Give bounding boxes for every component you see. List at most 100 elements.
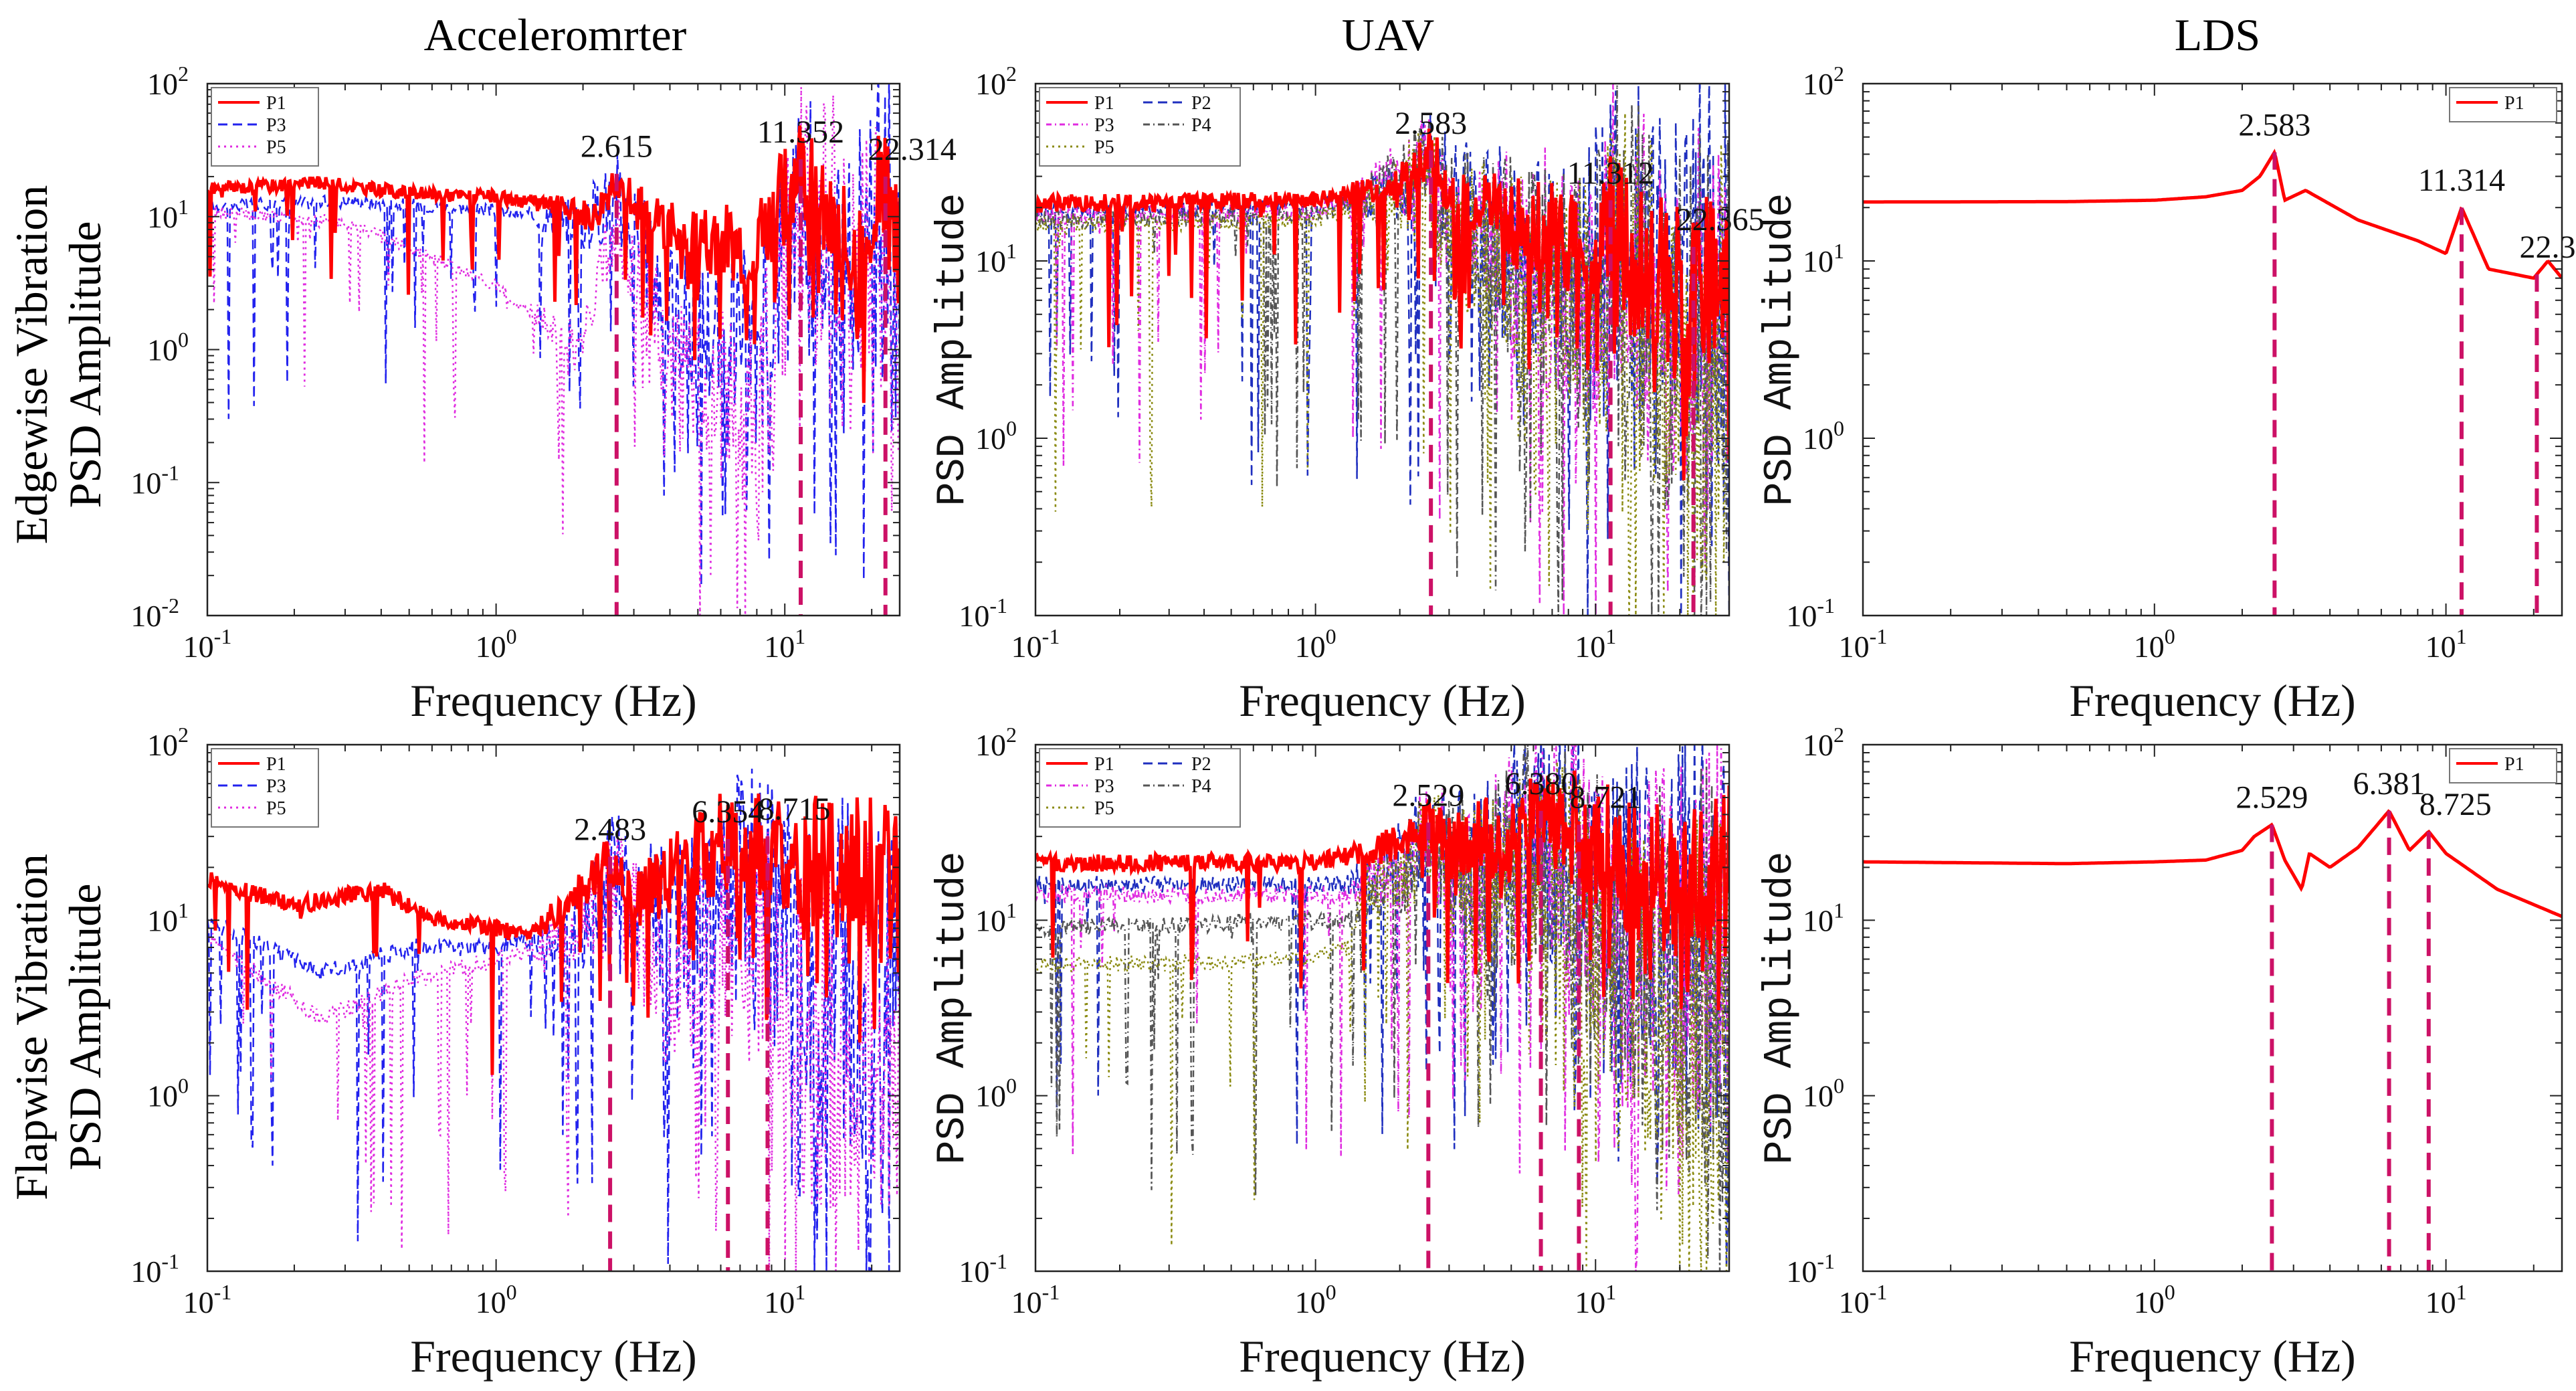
y-tick-label: 100 (147, 328, 189, 367)
y-tick-label: 102 (1803, 723, 1844, 762)
series-p5 (1035, 761, 1729, 1271)
y-tick-label: 100 (147, 1074, 189, 1113)
column-title-lds: LDS (2175, 9, 2260, 60)
x-axis-label: Frequency (Hz) (1239, 1331, 1526, 1382)
x-axis-label: Frequency (Hz) (1239, 675, 1526, 726)
x-tick-label: 10-1 (1011, 1280, 1060, 1319)
legend-label-p3: P3 (266, 776, 286, 797)
series-p1 (1035, 128, 1729, 480)
y-tick-label: 101 (147, 898, 189, 937)
series-p1 (207, 794, 900, 1075)
x-tick-label: 101 (2425, 1280, 2467, 1319)
series-p1 (1035, 770, 1729, 1011)
row-title-edgewise-psd: PSD Amplitude (60, 221, 110, 508)
x-tick-label: 101 (764, 624, 805, 664)
y-tick-label: 101 (975, 239, 1017, 278)
legend-label-p5: P5 (1094, 137, 1114, 158)
series-p4 (1035, 84, 1729, 616)
legend: P1 (2449, 748, 2557, 783)
legend: P1 P2 P3 P4 P5 (1039, 748, 1241, 828)
axes-frame (1862, 82, 2563, 617)
series-p5 (207, 815, 900, 1271)
y-tick-label: 10-1 (130, 1249, 179, 1289)
y-tick-label: 101 (975, 898, 1017, 937)
legend: P1 P2 P3 P4 P5 (1039, 87, 1241, 167)
y-tick-label: 10-2 (130, 593, 179, 633)
legend-label-p5: P5 (1094, 798, 1114, 819)
series-p5 (1035, 112, 1729, 616)
y-tick-label: 10-1 (1786, 1249, 1835, 1289)
y-axis-label: PSD Amplitude (1758, 193, 1803, 506)
x-tick-label: 100 (476, 624, 517, 664)
x-tick-label: 101 (1575, 1280, 1616, 1319)
y-tick-label: 102 (975, 62, 1017, 101)
peak-label: 6.381 (2353, 766, 2425, 802)
y-tick-label: 100 (975, 416, 1017, 456)
legend-label-p1: P1 (1094, 754, 1114, 775)
peak-label: 8.721 (1569, 780, 1642, 816)
peak-label: 2.529 (1392, 777, 1464, 813)
x-tick-label: 100 (2134, 1280, 2175, 1319)
legend-label-p1: P1 (266, 754, 286, 775)
x-tick-label: 101 (764, 1280, 805, 1319)
x-tick-label: 101 (1575, 624, 1616, 664)
y-tick-label: 102 (147, 62, 189, 101)
series-p1 (1863, 809, 2562, 919)
legend-label-p2: P2 (1191, 754, 1211, 775)
axes-frame (1862, 743, 2563, 1273)
y-tick-label: 10-1 (130, 460, 179, 500)
y-tick-label: 101 (1803, 239, 1844, 278)
y-tick-label: 102 (147, 723, 189, 762)
x-tick-label: 10-1 (1839, 624, 1888, 664)
peak-label: 8.725 (2419, 787, 2492, 822)
peak-label: 22.314 (868, 132, 957, 167)
legend-label-p2: P2 (1191, 93, 1211, 114)
legend-label-p5: P5 (266, 137, 286, 158)
y-tick-label: 102 (1803, 62, 1844, 101)
y-tick-label: 100 (1803, 416, 1844, 456)
series-p4 (1035, 745, 1729, 1271)
y-tick-label: 10-1 (1786, 593, 1835, 633)
series-p3 (1035, 745, 1729, 1271)
peak-label: 6.354 (692, 794, 764, 830)
axes-frame (206, 743, 901, 1273)
series-p1 (1863, 149, 2562, 280)
x-tick-label: 10-1 (1011, 624, 1060, 664)
y-axis-label: PSD Amplitude (930, 851, 976, 1164)
legend-label-p5: P5 (266, 798, 286, 819)
panel-uav-edgewise: 2.583 11.312 22.365 10-1 100 101 10-1 100 101 102… (930, 62, 1765, 726)
column-title-accelerometer: Acceleromrter (424, 9, 687, 60)
peak-label: 2.529 (2236, 780, 2308, 816)
peak-label: 8.715 (758, 792, 830, 827)
column-title-uav: UAV (1342, 9, 1435, 60)
x-axis-label: Frequency (Hz) (410, 1331, 697, 1382)
axes-frame (1034, 743, 1730, 1273)
legend-label-p3: P3 (1094, 115, 1114, 136)
row-title-flapwise-psd: PSD Amplitude (60, 884, 110, 1171)
y-tick-label: 101 (1803, 898, 1844, 937)
x-tick-label: 10-1 (1839, 1280, 1888, 1319)
peak-label: 2.583 (2238, 108, 2310, 143)
legend-label-p4: P4 (1191, 115, 1211, 136)
x-axis-label: Frequency (Hz) (2069, 675, 2356, 726)
peak-label: 11.352 (757, 114, 844, 150)
peak-label: 2.483 (574, 812, 646, 847)
x-axis-label: Frequency (Hz) (410, 675, 697, 726)
legend-label-p1: P1 (2504, 754, 2524, 775)
peak-label: 11.314 (2418, 163, 2505, 198)
peak-label: 22.381 (2519, 229, 2576, 265)
y-axis-label: PSD Amplitude (930, 193, 976, 506)
x-tick-label: 100 (1295, 624, 1336, 664)
legend-label-p1: P1 (266, 93, 286, 114)
peak-label: 11.312 (1567, 155, 1654, 191)
panel-lds-edgewise: 2.583 11.314 22.381 10-1 100 101 10-1 100 101 102… (1758, 62, 2576, 726)
peak-label: 22.365 (1676, 202, 1765, 238)
y-tick-label: 100 (1803, 1074, 1844, 1113)
legend-label-p4: P4 (1191, 776, 1211, 797)
